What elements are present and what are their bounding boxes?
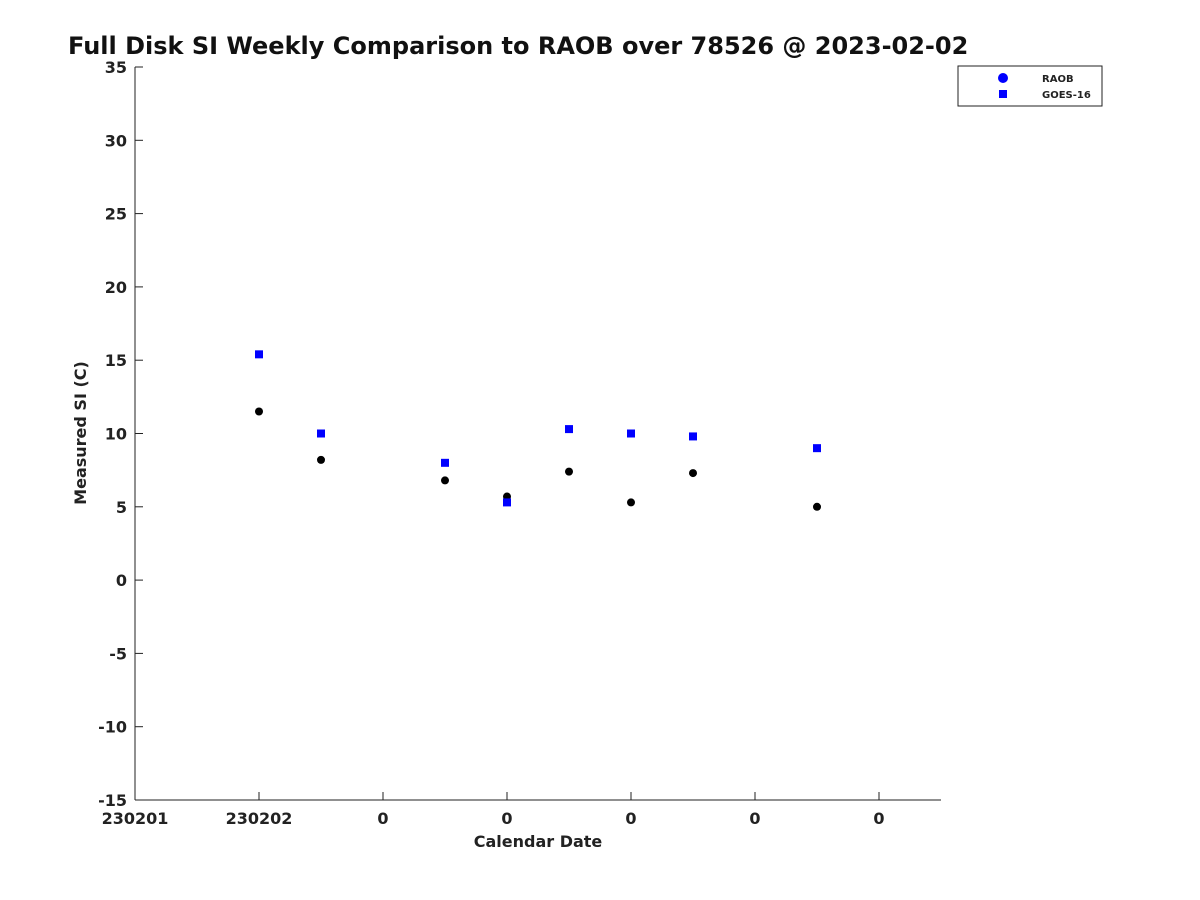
y-tick-label: -5 (109, 644, 127, 663)
series-raob (255, 407, 821, 511)
data-point-goes-16 (441, 458, 449, 467)
y-tick-label: 25 (105, 205, 127, 224)
data-point-goes-16 (565, 425, 573, 434)
data-point-goes-16 (813, 444, 821, 453)
data-point-raob (689, 469, 697, 478)
x-axis-label: Calendar Date (474, 832, 603, 851)
series-goes-16 (255, 350, 821, 507)
data-point-raob (627, 498, 635, 507)
y-tick-label: 10 (105, 425, 127, 444)
y-tick-label: 35 (105, 58, 127, 77)
y-tick-label: -15 (98, 791, 127, 810)
legend: RAOB GOES-16 (957, 65, 1103, 107)
y-tick-label: -10 (98, 718, 127, 737)
y-axis-label: Measured SI (C) (71, 361, 90, 505)
data-point-goes-16 (255, 350, 263, 359)
data-point-goes-16 (689, 432, 697, 441)
y-tick-label: 5 (116, 498, 127, 517)
legend-box (957, 65, 1103, 107)
data-point-raob (255, 407, 263, 416)
legend-marker-goes-16 (999, 90, 1007, 98)
x-tick-label: 0 (625, 809, 636, 828)
data-point-raob (441, 476, 449, 485)
chart-title: Full Disk SI Weekly Comparison to RAOB o… (68, 32, 968, 60)
data-point-goes-16 (627, 429, 635, 438)
legend-label: RAOB (1042, 74, 1074, 85)
legend-marker-raob (998, 73, 1008, 83)
data-point-raob (317, 455, 325, 464)
y-tick-label: 0 (116, 571, 127, 590)
x-tick-label: 0 (377, 809, 388, 828)
y-tick-label: 30 (105, 131, 127, 150)
y-tick-label: 20 (105, 278, 127, 297)
x-tick-label: 230201 (102, 809, 169, 828)
legend-label: GOES-16 (1042, 90, 1091, 101)
data-point-goes-16 (317, 429, 325, 438)
x-tick-label: 0 (873, 809, 884, 828)
data-point-goes-16 (503, 498, 511, 507)
plot-area: -15 -10 -5 0 5 10 15 20 25 30 35 230201 230202 0 0 0 0 0 (98, 58, 941, 828)
y-tick-label: 15 (105, 351, 127, 370)
x-tick-label: 0 (501, 809, 512, 828)
data-point-raob (565, 467, 573, 476)
x-tick-label: 0 (749, 809, 760, 828)
data-point-raob (813, 502, 821, 511)
x-tick-label: 230202 (226, 809, 293, 828)
